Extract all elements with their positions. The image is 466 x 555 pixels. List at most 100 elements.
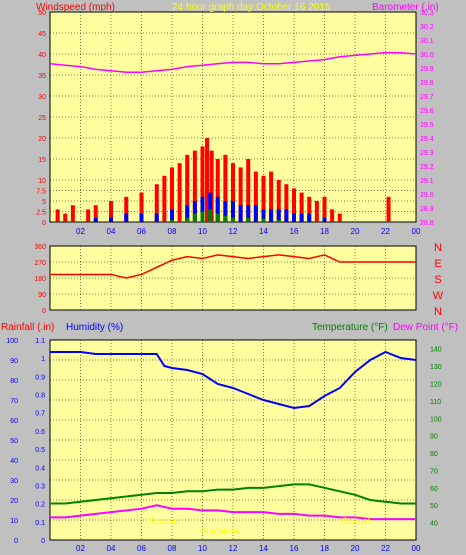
- humidity-x-tick: 12: [229, 544, 238, 553]
- wind-y-tick: 2.5: [36, 210, 46, 217]
- wind-avg-bar: [261, 209, 266, 222]
- wind-low-bar: [215, 213, 220, 222]
- direction-axis-ticks: 0 N 90 W 180 S 270 E 360 N: [34, 242, 443, 318]
- barometer-y-tick: 29.7: [420, 94, 434, 101]
- wind-avg-bar: [269, 209, 274, 222]
- windspeed-label: Windspeed (mph): [36, 2, 115, 13]
- direction-y-tick: 270: [34, 260, 46, 267]
- wind-gust-bar: [192, 150, 197, 222]
- wind-low-bar: [170, 219, 174, 222]
- humidity-y-tick: 10: [10, 518, 18, 525]
- barometer-y-tick: 29.8: [420, 80, 434, 87]
- temperature-y-tick: 120: [430, 381, 442, 388]
- wind-avg-bar: [200, 196, 205, 222]
- wind-gust-bar: [139, 192, 144, 222]
- wind-gust-bar: [246, 159, 251, 222]
- rain-y-tick: 0.8: [35, 393, 45, 400]
- wind-y-tick: 30: [38, 94, 46, 101]
- barometer-y-tick: 29.4: [420, 136, 434, 143]
- wind-avg-bar: [299, 213, 304, 222]
- barometer-y-tick: 28.9: [420, 206, 434, 213]
- humidity-y-tick: 100: [6, 338, 18, 345]
- wind-low-bar: [231, 217, 235, 222]
- wind-gust-bar: [284, 184, 289, 222]
- barometer-y-tick: 29.3: [420, 150, 434, 157]
- humidity-x-tick: 16: [290, 544, 299, 553]
- wind-gust-bar: [276, 180, 281, 222]
- wind-y-tick: 0: [42, 220, 46, 227]
- wind-gust-bar: [170, 167, 174, 222]
- temperature-y-tick: 90: [430, 434, 438, 441]
- temperature-line: [50, 483, 416, 505]
- direction-y-tick: 0: [42, 308, 46, 315]
- wind-avg-bar: [170, 209, 174, 222]
- humidity-y-tick: 50: [10, 438, 18, 445]
- humidity-y-tick: 90: [10, 358, 18, 365]
- rain-y-tick: 0.7: [35, 411, 45, 418]
- wind-gust-bar: [322, 196, 327, 222]
- rain-y-tick: 1.1: [35, 338, 45, 345]
- wind-gust-bar: [223, 154, 228, 222]
- wind-low-bar: [246, 217, 251, 222]
- wind-low-bar: [200, 211, 205, 222]
- compass-tick: S: [434, 274, 441, 286]
- wind-y-tick: 5: [42, 199, 46, 206]
- wind-gust-bar: [177, 163, 182, 222]
- wind-y-tick: 15: [38, 157, 46, 164]
- wind-avg-bar: [208, 192, 213, 222]
- wind-gust-bar: [200, 146, 205, 222]
- wind-gust-bar: [261, 175, 266, 222]
- wind-gust-bar: [253, 171, 258, 222]
- wind-y-tick: 10: [38, 178, 46, 185]
- humidity-y-tick: 80: [10, 378, 18, 385]
- temperature-y-tick: 70: [430, 468, 438, 475]
- wind-x-tick: 20: [351, 227, 360, 236]
- humidity-y-tick: 20: [10, 498, 18, 505]
- wind-gust-bar: [238, 167, 243, 222]
- wind-x-tick: 06: [137, 227, 146, 236]
- barometer-y-tick: 29.2: [420, 164, 434, 171]
- wind-low-bar: [208, 209, 213, 222]
- sunrise-label: Sunrise: [148, 516, 179, 526]
- wind-low-bar: [192, 213, 197, 222]
- wind-y-tick: 45: [38, 31, 46, 38]
- rain-y-tick: 1: [41, 356, 45, 363]
- wind-gust-bar: [86, 209, 91, 222]
- wind-gust-bar: [215, 159, 220, 222]
- barometer-y-tick: 29.6: [420, 108, 434, 115]
- barometer-y-tick: 30.1: [420, 38, 434, 45]
- wind-avg-bar: [292, 213, 296, 222]
- humidity-series: [50, 350, 417, 521]
- wind-avg-bar: [307, 213, 312, 222]
- humidity-axis-ticks: 010203040506070809010000.10.20.30.40.50.…: [6, 338, 441, 553]
- wind-avg-bar: [238, 205, 243, 222]
- temperature-y-tick: 100: [430, 416, 442, 423]
- barometer-y-tick: 29.0: [420, 192, 434, 199]
- wind-y-tick: 25: [38, 115, 46, 122]
- wind-axis-ticks: 0 2.5 5 7.5 10 15 20 25 30 35 40 45 50 28.8 28.9 29.0 29…: [36, 10, 433, 236]
- compass-tick: N: [434, 242, 442, 254]
- rain-y-tick: 0.4: [35, 465, 45, 472]
- wind-avg-bar: [284, 209, 289, 222]
- wind-gust-bar: [292, 188, 296, 222]
- barometer-label: Barometer (.in): [372, 2, 439, 13]
- wind-y-tick: 7.5: [36, 189, 46, 196]
- temperature-y-tick: 110: [430, 399, 441, 406]
- humidity-y-tick: 60: [10, 418, 18, 425]
- wind-y-tick: 40: [38, 52, 46, 59]
- rainfall-label: Rainfall (.in): [1, 322, 54, 333]
- wind-gust-bar: [55, 209, 60, 222]
- barometer-line: [49, 51, 417, 73]
- barometer-y-tick: 28.8: [420, 220, 434, 227]
- humidity-x-tick: 20: [351, 544, 360, 553]
- wind-avg-bar: [223, 201, 228, 222]
- wind-low-bar: [276, 219, 281, 222]
- humidity-x-tick: 02: [76, 544, 85, 553]
- wind-y-tick: 20: [38, 136, 46, 143]
- barometer-y-tick: 29.9: [420, 66, 434, 73]
- wind-gust-bar: [269, 171, 274, 222]
- humidity-x-tick: 08: [168, 544, 177, 553]
- humidity-x-tick: 04: [107, 544, 116, 553]
- rain-y-tick: 0.5: [35, 447, 45, 454]
